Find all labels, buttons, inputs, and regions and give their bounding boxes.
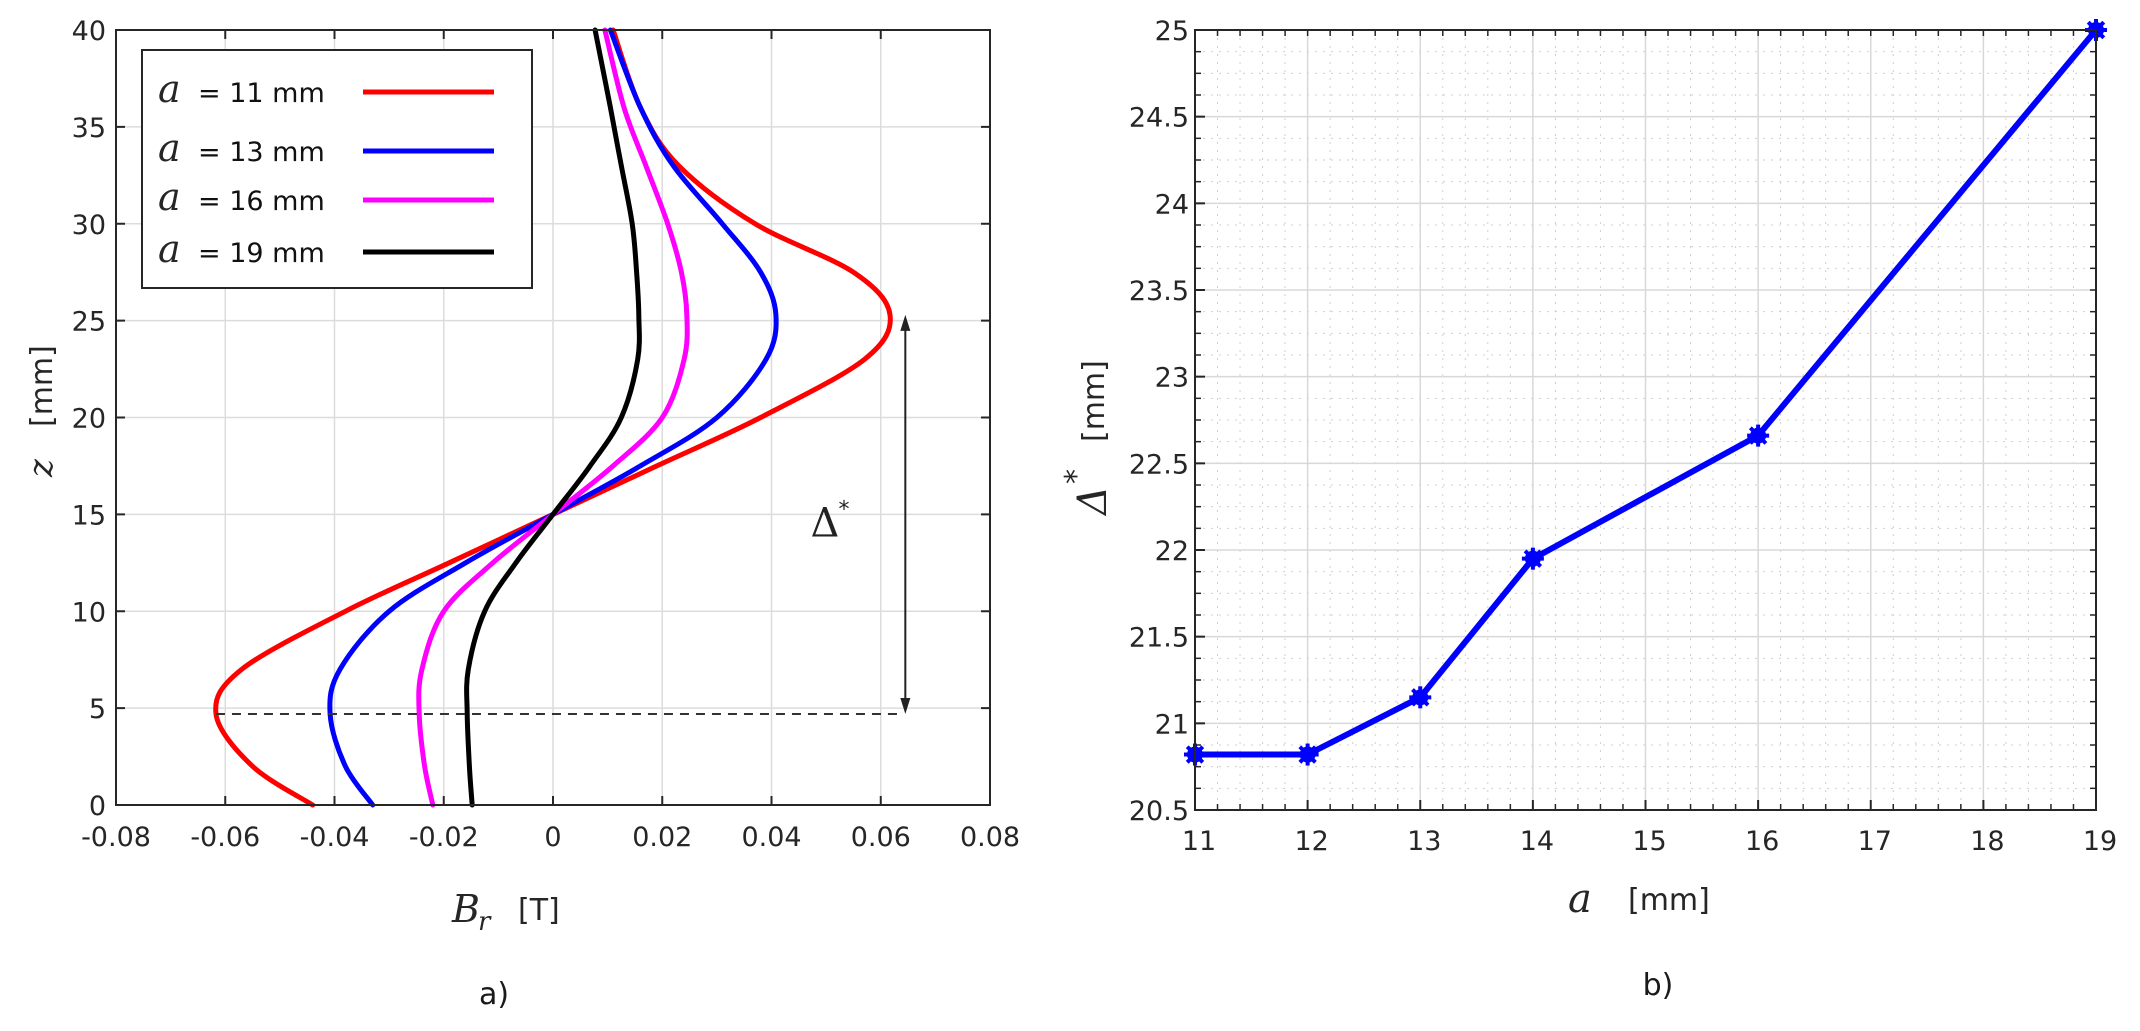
series-line (1195, 28, 2099, 758)
legend-item: a = 16 mm (158, 175, 494, 219)
y-tick-label: 20 (72, 404, 106, 435)
y-tick-label: 22.5 (1129, 449, 1189, 480)
x-tick-label: 18 (1970, 826, 2004, 857)
plot-b-series (1184, 19, 2107, 766)
ylabel-symbol: Δ (1070, 486, 1116, 517)
y-tick-label: 5 (89, 694, 106, 725)
xlabel-symbol: a (1568, 876, 1592, 922)
x-tick-label: 0.04 (741, 822, 801, 853)
y-tick-label: 25 (1155, 16, 1189, 47)
plot-a-legend: a = 11 mm a = 13 mm a = 16 mm a = 19 mm (141, 49, 533, 289)
arrow-up-icon (900, 314, 911, 331)
xlabel-unit: [mm] (1628, 883, 1710, 918)
legend-label: = 11 mm (198, 78, 325, 109)
y-tick-label: 35 (72, 113, 106, 144)
series-line (213, 27, 893, 808)
xlabel-subscript: r (478, 907, 492, 937)
delta-star-superscript: * (838, 497, 849, 522)
y-tick-label: 10 (72, 597, 106, 628)
x-tick-label: 11 (1182, 826, 1216, 857)
y-tick-label: 30 (72, 210, 106, 241)
caption-b: b) (1643, 968, 1674, 1003)
ylabel-superscript: * (1059, 469, 1094, 484)
legend-symbol: a (158, 126, 181, 170)
caption-a: a) (479, 977, 509, 1012)
x-tick-label: 0.08 (960, 822, 1020, 853)
x-tick-label: 19 (2083, 826, 2117, 857)
legend-symbol: a (158, 227, 181, 271)
legend-symbol: a (158, 67, 181, 111)
plot-b: 11 12 13 14 15 16 17 18 19 20.5 21 21.5 22 22.5 23 23.5… (1059, 16, 2117, 1003)
y-tick-label: 40 (72, 16, 106, 47)
y-tick-label: 24 (1155, 189, 1189, 220)
series-line (327, 27, 779, 808)
plot-b-xlabel: a [mm] (1568, 876, 1710, 922)
x-tick-label: 14 (1520, 826, 1554, 857)
x-tick-label: -0.02 (409, 822, 479, 853)
x-tick-label: 13 (1407, 826, 1441, 857)
plot-a-xlabel: B r [T] (451, 887, 560, 937)
y-tick-label: 23 (1155, 363, 1189, 394)
y-tick-label: 22 (1155, 536, 1189, 567)
x-tick-label: 15 (1632, 826, 1666, 857)
legend-item: a = 19 mm (158, 227, 494, 271)
plot-a-ticks: -0.08 -0.06 -0.04 -0.02 0 0.02 0.04 0.06 0.08 0 5 1… (72, 16, 1020, 853)
x-tick-label: 0.06 (851, 822, 911, 853)
x-tick-label: 17 (1858, 826, 1892, 857)
y-tick-label: 21.5 (1129, 623, 1189, 654)
x-tick-label: 16 (1745, 826, 1779, 857)
y-tick-label: 25 (72, 307, 106, 338)
y-tick-label: 0 (89, 791, 106, 822)
plot-a-ylabel: z [mm] (21, 345, 61, 478)
y-tick-label: 23.5 (1129, 276, 1189, 307)
series-line (416, 27, 690, 808)
y-tick-label: 21 (1155, 709, 1189, 740)
delta-star-label: Δ (810, 500, 839, 546)
y-tick-label: 24.5 (1129, 103, 1189, 134)
plot-a-annotations: Δ * (215, 314, 911, 715)
ylabel-unit: [mm] (25, 345, 60, 427)
x-tick-label: -0.04 (300, 822, 370, 853)
star-marker-icon (1409, 686, 1432, 709)
legend-item: a = 13 mm (158, 126, 494, 170)
x-tick-label: -0.08 (81, 822, 151, 853)
star-marker-icon (1521, 547, 1544, 570)
y-tick-label: 15 (72, 500, 106, 531)
series-line (464, 27, 642, 808)
ylabel-unit: [mm] (1077, 360, 1112, 442)
plot-b-ylabel: Δ * [mm] (1059, 360, 1116, 517)
plot-b-ticks: 11 12 13 14 15 16 17 18 19 20.5 21 21.5 22 22.5 23 23.5… (1129, 16, 2117, 857)
arrow-down-icon (900, 697, 911, 714)
legend-label: = 16 mm (198, 186, 325, 217)
x-tick-label: 12 (1294, 826, 1328, 857)
legend-label: = 13 mm (198, 137, 325, 168)
x-tick-label: 0 (544, 822, 561, 853)
star-marker-icon (1747, 424, 1770, 447)
plot-a-series (213, 27, 893, 808)
legend-symbol: a (158, 175, 181, 219)
plot-a: Δ * -0.08 -0.06 -0.04 -0.02 0 0.02 0.04 0.06 0.08… (21, 16, 1020, 1012)
xlabel-unit: [T] (518, 893, 560, 928)
star-marker-icon (1296, 743, 1319, 766)
x-tick-label: 0.02 (632, 822, 692, 853)
ylabel-symbol: z (21, 458, 61, 478)
x-tick-label: -0.06 (190, 822, 260, 853)
legend-item: a = 11 mm (158, 67, 494, 111)
xlabel-symbol: B (451, 887, 480, 931)
legend-label: = 19 mm (198, 238, 325, 269)
y-tick-label: 20.5 (1129, 796, 1189, 827)
